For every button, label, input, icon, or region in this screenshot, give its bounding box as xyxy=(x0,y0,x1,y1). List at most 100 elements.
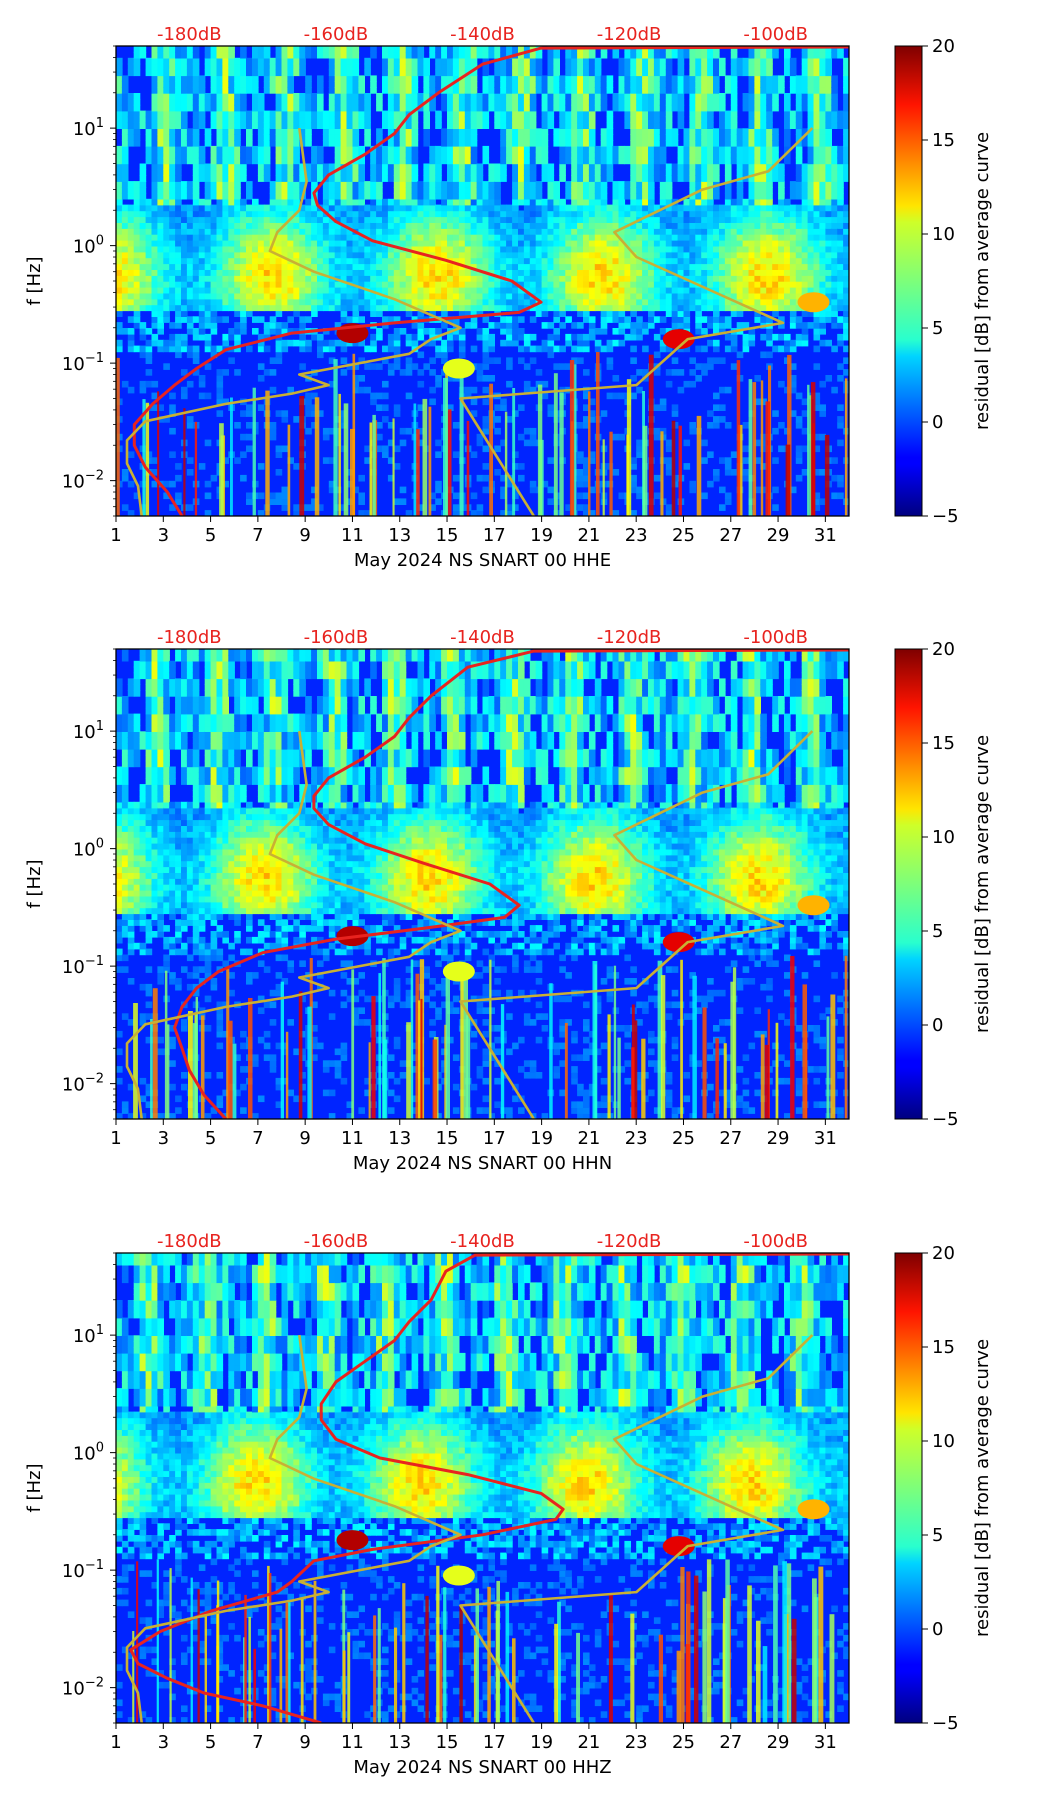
heatmap-cell xyxy=(518,316,525,323)
heatmap-cell xyxy=(535,69,543,77)
heatmap-cell xyxy=(541,322,549,329)
heatmap-cell xyxy=(458,257,466,265)
heatmap-cell xyxy=(588,257,596,265)
heatmap-cell xyxy=(387,474,395,482)
heatmap-cell xyxy=(204,63,212,71)
heatmap-cell xyxy=(701,363,708,370)
heatmap-cell xyxy=(204,363,212,370)
heatmap-cell xyxy=(695,245,702,253)
heatmap-cell xyxy=(240,310,247,317)
heatmap-cell xyxy=(287,151,294,159)
heatmap-cell xyxy=(157,292,164,300)
heatmap-cell xyxy=(163,122,170,129)
heatmap-cell xyxy=(198,251,206,259)
heatmap-cell xyxy=(624,263,631,270)
heatmap-cell xyxy=(169,304,176,312)
heatmap-cell xyxy=(458,187,466,194)
heatmap-cell xyxy=(257,104,265,112)
heatmap-cell xyxy=(500,210,507,218)
heatmap-cell xyxy=(571,145,578,153)
heatmap-cell xyxy=(653,427,661,435)
heatmap-cell xyxy=(186,63,194,71)
heatmap-cell xyxy=(464,145,472,153)
heatmap-cell xyxy=(169,187,176,194)
heatmap-cell xyxy=(216,257,224,265)
heatmap-cell xyxy=(246,251,253,259)
heatmap-cell xyxy=(376,98,383,106)
heatmap-cell xyxy=(506,234,513,241)
heatmap-cell xyxy=(464,275,472,282)
heatmap-cell xyxy=(192,57,200,65)
heatmap-cell xyxy=(547,57,555,65)
heatmap-cell xyxy=(571,57,578,65)
heatmap-cell xyxy=(228,357,235,364)
heatmap-cell xyxy=(287,192,294,200)
heatmap-cell xyxy=(305,304,312,312)
heatmap-cell xyxy=(577,98,584,106)
heatmap-cell xyxy=(175,93,182,100)
heatmap-cell xyxy=(689,257,696,265)
heatmap-cell xyxy=(411,245,419,253)
heatmap-cell xyxy=(482,104,490,112)
heatmap-cell xyxy=(636,304,643,312)
heatmap-cell xyxy=(376,245,383,253)
heatmap-cell xyxy=(588,328,596,335)
heatmap-cell xyxy=(683,281,691,288)
heatmap-cell xyxy=(328,98,336,106)
heatmap-cell xyxy=(535,263,543,270)
heatmap-cell xyxy=(293,251,300,259)
heatmap-cell xyxy=(506,216,513,223)
heatmap-cell xyxy=(293,286,300,294)
heatmap-cell xyxy=(571,98,578,106)
heatmap-cell xyxy=(588,81,596,88)
heatmap-cell xyxy=(246,345,253,353)
heatmap-cell xyxy=(571,163,578,171)
heatmap-cell xyxy=(127,210,135,218)
heatmap-cell xyxy=(216,69,224,77)
heatmap-cell xyxy=(269,187,277,194)
heatmap-cell xyxy=(387,363,395,370)
heatmap-cell xyxy=(376,433,383,441)
heatmap-cell xyxy=(470,116,478,124)
heatmap-cell xyxy=(181,192,188,200)
heatmap-cell xyxy=(476,122,484,129)
heatmap-cell xyxy=(452,81,460,88)
heatmap-cell xyxy=(612,222,620,229)
heatmap-cell xyxy=(405,216,413,223)
heatmap-cell xyxy=(523,145,531,153)
heatmap-cell xyxy=(151,104,159,112)
heatmap-cell xyxy=(222,163,229,171)
heatmap-cell xyxy=(423,228,430,235)
heatmap-cell xyxy=(594,157,602,165)
heatmap-cell xyxy=(636,204,643,212)
heatmap-cell xyxy=(175,339,182,347)
heatmap-cell xyxy=(169,93,176,100)
heatmap-cell xyxy=(299,239,306,247)
heatmap-cell xyxy=(228,163,235,171)
heatmap-cell xyxy=(222,286,229,294)
heatmap-cell xyxy=(405,63,413,71)
heatmap-cell xyxy=(228,169,235,176)
heatmap-cell xyxy=(305,316,312,323)
heatmap-cell xyxy=(630,480,637,488)
heatmap-cell xyxy=(145,151,153,159)
heatmap-cell xyxy=(695,375,702,382)
heatmap-cell xyxy=(364,257,371,265)
heatmap-cell xyxy=(630,333,637,341)
heatmap-cell xyxy=(458,69,466,77)
heatmap-cell xyxy=(423,104,430,112)
heatmap-cell xyxy=(571,251,578,259)
heatmap-cell xyxy=(494,210,501,218)
heatmap-cell xyxy=(269,263,277,270)
heatmap-cell xyxy=(305,81,312,88)
heatmap-cell xyxy=(470,163,478,171)
heatmap-cell xyxy=(458,216,466,223)
heatmap-cell xyxy=(352,163,360,171)
heatmap-cell xyxy=(216,163,224,171)
heatmap-cell xyxy=(535,181,543,188)
heatmap-cell xyxy=(133,310,141,317)
heatmap-cell xyxy=(116,69,123,77)
heatmap-cell xyxy=(577,128,584,135)
heatmap-cell xyxy=(659,298,667,306)
heatmap-cell xyxy=(163,257,170,265)
